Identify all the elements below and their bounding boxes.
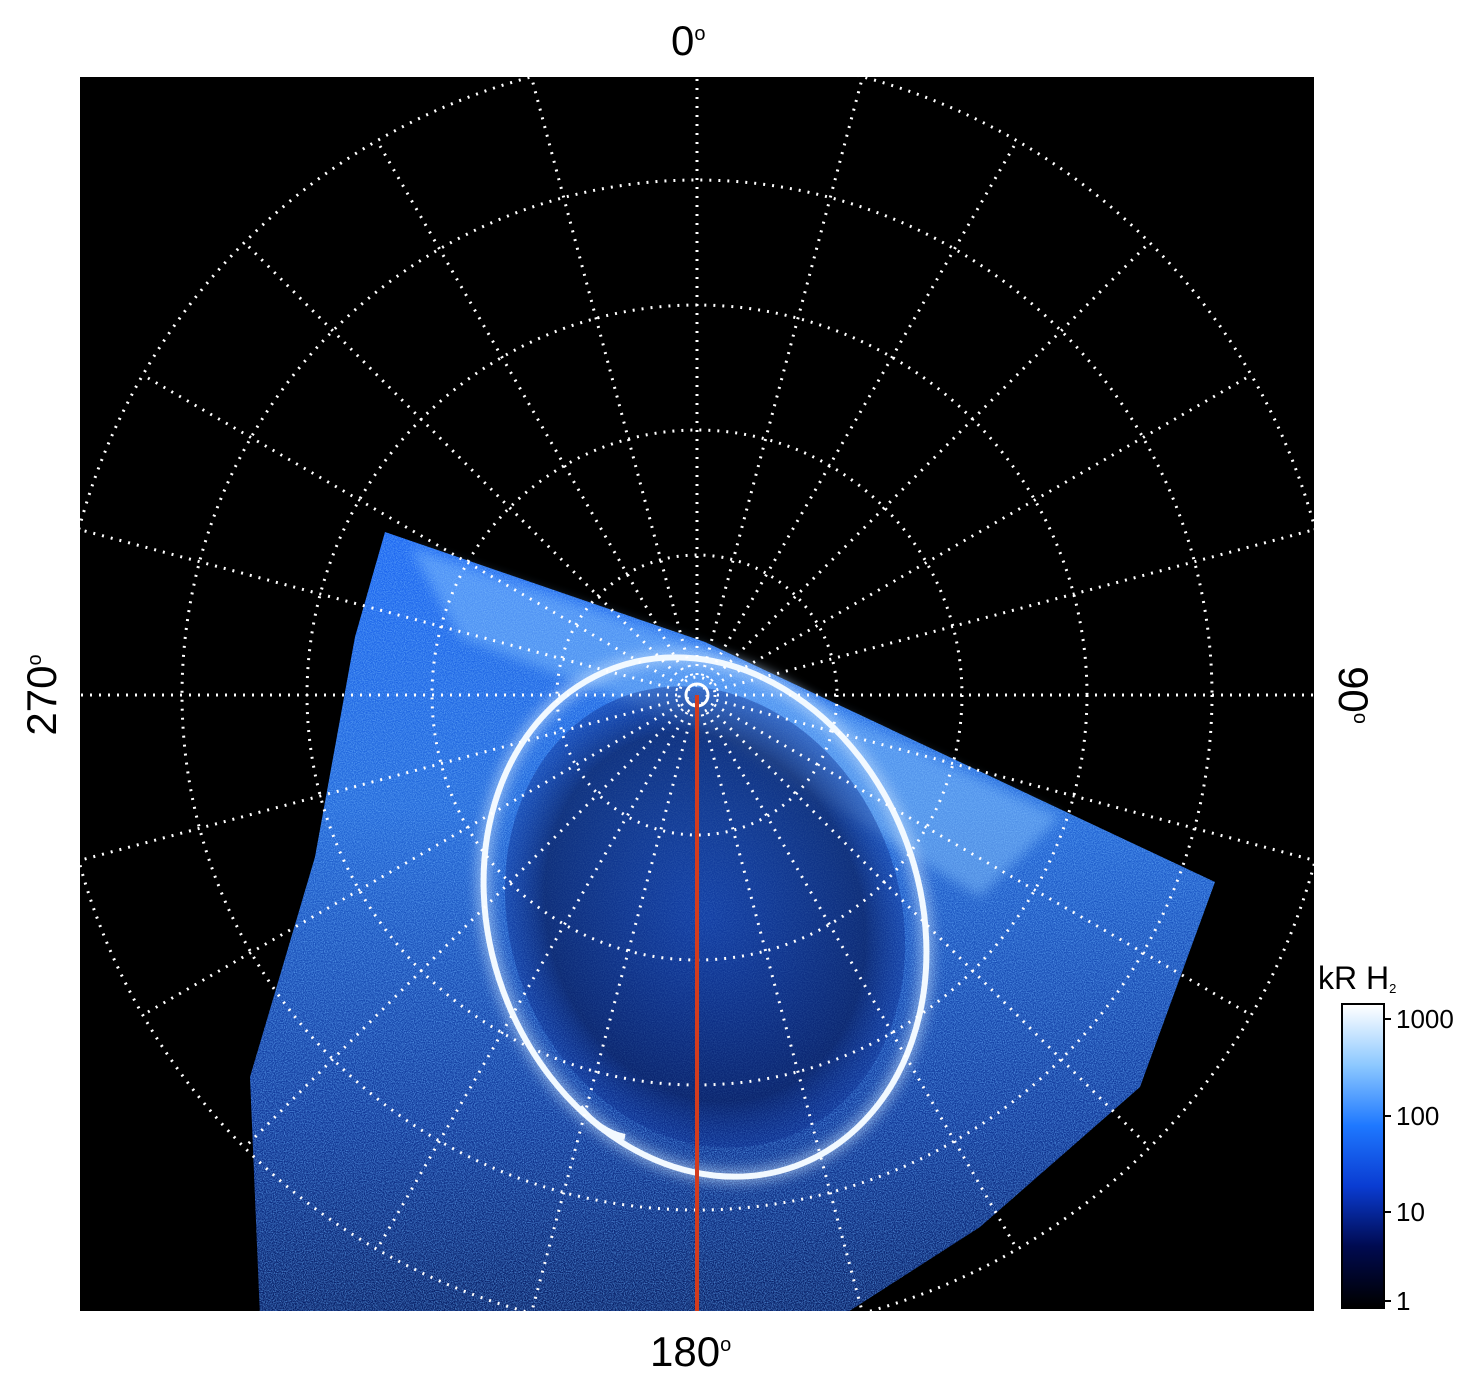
- aurora-emission: [250, 532, 1215, 1311]
- longitude-label-270: 270o: [18, 654, 65, 736]
- colorbar-title: kR H2: [1318, 960, 1397, 996]
- colorbar-tick-100: 100: [1396, 1101, 1440, 1131]
- colorbar-tickmark: [1383, 1300, 1391, 1302]
- longitude-label-90: 90o: [1330, 666, 1377, 724]
- polar-cap: [504, 686, 906, 1148]
- colorbar-tickmark: [1383, 1211, 1391, 1213]
- longitude-label-180: 180o: [650, 1328, 732, 1375]
- longitude-label-0: 0o: [671, 17, 706, 64]
- colorbar-tick-1000: 1000: [1396, 1004, 1454, 1034]
- colorbar: [1341, 1003, 1385, 1309]
- colorbar-tickmark: [1383, 1115, 1391, 1117]
- colorbar-tick-1: 1: [1396, 1286, 1411, 1316]
- colorbar-tick-10: 10: [1396, 1197, 1425, 1227]
- main-auroral-oval: [480, 654, 930, 1180]
- colorbar-tickmark: [1383, 1018, 1391, 1020]
- oval-spur: [577, 1105, 626, 1140]
- auroral-polar-projection: [80, 77, 1314, 1311]
- latitude-ring: [555, 553, 839, 837]
